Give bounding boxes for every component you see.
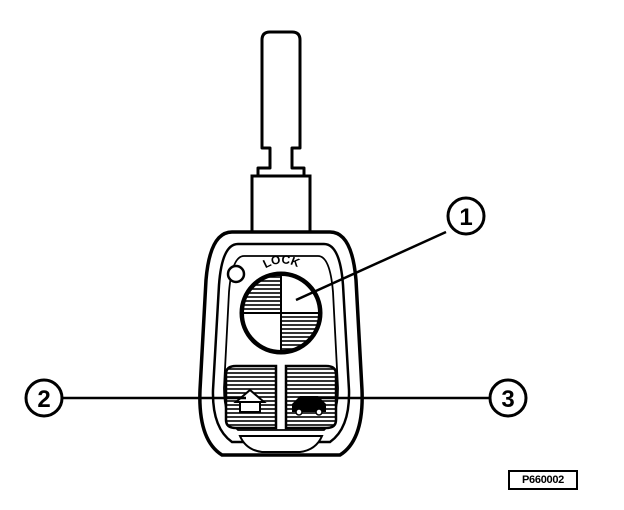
- trunk-button[interactable]: [284, 364, 338, 430]
- callout-1-circle: [446, 196, 486, 236]
- callout-3: 3: [318, 378, 528, 418]
- key-neck: [250, 174, 312, 234]
- lock-button[interactable]: [239, 271, 323, 355]
- reference-code: P660002: [508, 470, 578, 490]
- callout-3-circle: [488, 378, 528, 418]
- key-blade: [256, 30, 306, 178]
- indicator-light: [226, 264, 246, 284]
- callout-2-circle: [24, 378, 64, 418]
- callout-2-number: 2: [37, 386, 50, 413]
- trunk-icon: [292, 396, 326, 416]
- callout-1-number: 1: [459, 204, 472, 231]
- callout-1: 1: [295, 196, 486, 302]
- unlock-button[interactable]: [224, 364, 278, 430]
- callout-3-number: 3: [501, 386, 514, 413]
- callout-1-leader: [295, 230, 447, 302]
- key-ring-base: [238, 435, 324, 453]
- callout-2: 2: [24, 378, 246, 418]
